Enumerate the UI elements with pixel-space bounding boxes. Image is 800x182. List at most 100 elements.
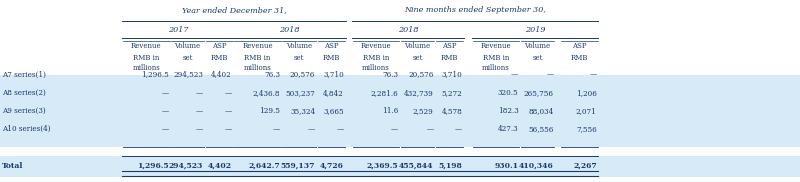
Text: 88,034: 88,034 [528, 107, 554, 115]
Text: 2,267: 2,267 [573, 162, 597, 170]
Text: —: — [225, 89, 232, 97]
Text: millions: millions [133, 64, 160, 72]
Text: ASP: ASP [442, 41, 457, 50]
Text: 4,726: 4,726 [320, 162, 344, 170]
Text: RMB: RMB [322, 54, 340, 62]
Text: 1,296.5: 1,296.5 [141, 71, 169, 79]
Text: Revenue: Revenue [361, 41, 391, 50]
Text: Total: Total [2, 162, 23, 170]
Text: —: — [196, 125, 203, 133]
Text: —: — [162, 89, 169, 97]
Text: 2019: 2019 [525, 26, 546, 33]
Text: 2,281.6: 2,281.6 [370, 89, 398, 97]
Text: 410,346: 410,346 [519, 162, 554, 170]
Text: millions: millions [362, 64, 390, 72]
Text: set: set [413, 54, 422, 62]
Text: RMB in: RMB in [245, 54, 270, 62]
Text: millions: millions [482, 64, 510, 72]
Text: millions: millions [244, 64, 271, 72]
Text: 294,523: 294,523 [169, 162, 203, 170]
Text: 11.6: 11.6 [382, 107, 398, 115]
Text: —: — [225, 125, 232, 133]
Text: 76.3: 76.3 [264, 71, 280, 79]
Text: 4,402: 4,402 [208, 162, 232, 170]
Text: 3,710: 3,710 [323, 71, 344, 79]
Text: 2,529: 2,529 [413, 107, 434, 115]
Text: Nine months ended September 30,: Nine months ended September 30, [404, 7, 546, 14]
Text: RMB in: RMB in [134, 54, 159, 62]
Text: 427.3: 427.3 [498, 125, 518, 133]
Text: Year ended December 31,: Year ended December 31, [182, 7, 286, 14]
Text: A8 series(2): A8 series(2) [2, 89, 46, 97]
Text: 7,556: 7,556 [576, 125, 597, 133]
Text: —: — [196, 107, 203, 115]
Text: 76.3: 76.3 [382, 71, 398, 79]
Text: RMB: RMB [570, 54, 588, 62]
Text: A7 series(1): A7 series(1) [2, 71, 46, 79]
Text: RMB in: RMB in [483, 54, 509, 62]
Text: —: — [546, 71, 554, 79]
Text: —: — [308, 125, 315, 133]
Text: set: set [294, 54, 304, 62]
Text: 294,523: 294,523 [174, 71, 203, 79]
Bar [0, 147, 800, 156]
Text: Volume: Volume [405, 41, 430, 50]
Text: —: — [225, 107, 232, 115]
Text: RMB: RMB [441, 54, 458, 62]
Text: 5,198: 5,198 [438, 162, 462, 170]
Text: A10 series(4): A10 series(4) [2, 125, 50, 133]
Text: 3,665: 3,665 [323, 107, 344, 115]
Text: Volume: Volume [286, 41, 312, 50]
Text: 1,206: 1,206 [576, 89, 597, 97]
Text: 129.5: 129.5 [259, 107, 280, 115]
Text: 4,842: 4,842 [323, 89, 344, 97]
Text: Revenue: Revenue [481, 41, 511, 50]
Text: set: set [182, 54, 193, 62]
Text: 559,137: 559,137 [281, 162, 315, 170]
Text: —: — [426, 125, 434, 133]
Text: RMB: RMB [210, 54, 228, 62]
Text: Volume: Volume [174, 41, 201, 50]
Text: 930.1: 930.1 [494, 162, 518, 170]
Text: 35,324: 35,324 [290, 107, 315, 115]
Text: 2018: 2018 [279, 26, 300, 33]
Text: ASP: ASP [572, 41, 586, 50]
Text: 5,272: 5,272 [442, 89, 462, 97]
Text: 20,576: 20,576 [290, 71, 315, 79]
Text: —: — [337, 125, 344, 133]
Text: 503,237: 503,237 [286, 89, 315, 97]
Text: 56,556: 56,556 [528, 125, 554, 133]
Text: 2,436.8: 2,436.8 [253, 89, 280, 97]
Text: 1,296.5: 1,296.5 [137, 162, 169, 170]
Text: 20,576: 20,576 [408, 71, 434, 79]
Text: 3,710: 3,710 [442, 71, 462, 79]
Text: set: set [533, 54, 542, 62]
Text: RMB in: RMB in [363, 54, 389, 62]
Text: —: — [162, 125, 169, 133]
Text: —: — [391, 125, 398, 133]
Text: —: — [196, 89, 203, 97]
Text: 2,071: 2,071 [576, 107, 597, 115]
Text: —: — [273, 125, 280, 133]
Text: 265,756: 265,756 [524, 89, 554, 97]
Text: Revenue: Revenue [131, 41, 162, 50]
Text: Volume: Volume [525, 41, 550, 50]
Text: 455,844: 455,844 [399, 162, 434, 170]
Text: 2017: 2017 [168, 26, 188, 33]
Text: 2,369.5: 2,369.5 [366, 162, 398, 170]
Text: —: — [590, 71, 597, 79]
Text: 2,642.7: 2,642.7 [248, 162, 280, 170]
Text: Revenue: Revenue [242, 41, 273, 50]
Text: —: — [162, 107, 169, 115]
Text: 2018: 2018 [398, 26, 418, 33]
Text: A9 series(3): A9 series(3) [2, 107, 46, 115]
Text: —: — [455, 125, 462, 133]
Text: ASP: ASP [324, 41, 338, 50]
Text: —: — [511, 71, 518, 79]
Text: ASP: ASP [212, 41, 226, 50]
Text: 4,402: 4,402 [211, 71, 232, 79]
Text: 182.3: 182.3 [498, 107, 518, 115]
Text: 4,578: 4,578 [442, 107, 462, 115]
Text: 432,739: 432,739 [404, 89, 434, 97]
Text: 320.5: 320.5 [498, 89, 518, 97]
